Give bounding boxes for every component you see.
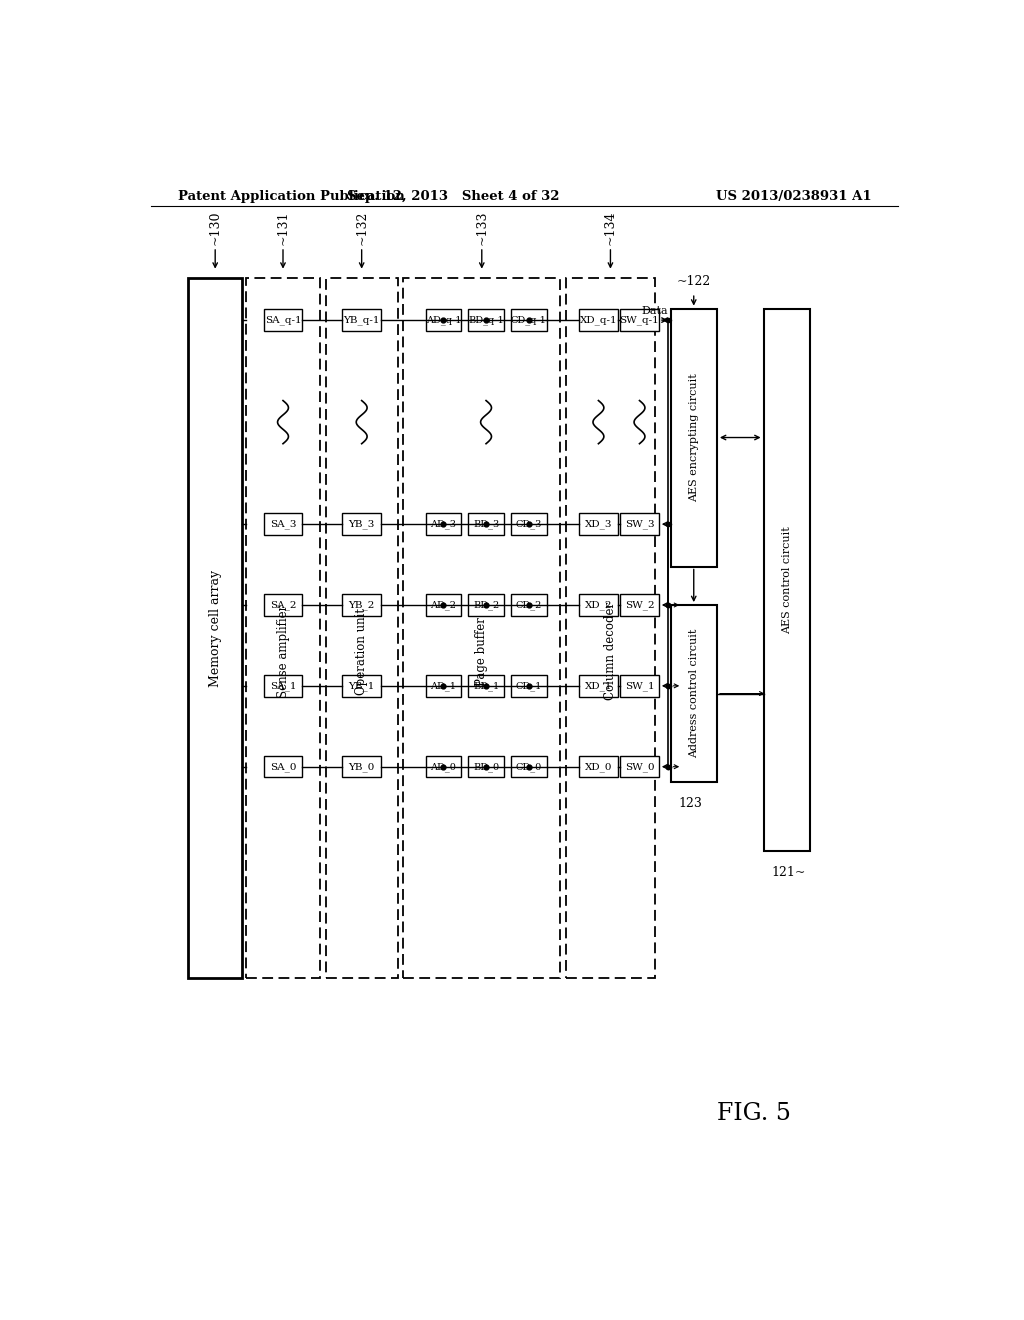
Bar [621, 309, 658, 331]
Text: AD_0: AD_0 [430, 762, 457, 772]
Text: ~133: ~133 [475, 210, 488, 244]
Bar [426, 594, 461, 615]
Text: Patent Application Publication: Patent Application Publication [178, 190, 406, 203]
Text: FIG. 5: FIG. 5 [717, 1102, 791, 1125]
Text: Data: Data [642, 306, 669, 315]
Text: YB_q-1: YB_q-1 [343, 315, 380, 325]
Text: BD_q-1: BD_q-1 [468, 315, 504, 325]
Text: YB_3: YB_3 [348, 519, 375, 529]
Text: ~132: ~132 [355, 210, 369, 244]
Bar [426, 756, 461, 777]
Text: BD_1: BD_1 [473, 681, 499, 690]
Text: SA_2: SA_2 [269, 601, 296, 610]
Text: CD_2: CD_2 [515, 601, 542, 610]
Text: SW_0: SW_0 [625, 762, 654, 772]
Bar [342, 675, 381, 697]
Text: Column decoder: Column decoder [604, 602, 616, 701]
Bar [621, 675, 658, 697]
Bar [511, 594, 547, 615]
Bar [263, 594, 302, 615]
Bar [621, 513, 658, 535]
Bar [671, 605, 717, 781]
Bar [263, 513, 302, 535]
Text: CD_1: CD_1 [515, 681, 542, 690]
Bar [511, 513, 547, 535]
Text: Memory cell array: Memory cell array [209, 569, 221, 686]
Text: XD_2: XD_2 [585, 601, 612, 610]
Text: BD_3: BD_3 [473, 519, 499, 529]
Text: SW_1: SW_1 [625, 681, 654, 690]
Bar [579, 594, 617, 615]
Text: AES control circuit: AES control circuit [781, 527, 792, 634]
Text: XD_0: XD_0 [585, 762, 612, 772]
Text: CD_0: CD_0 [515, 762, 542, 772]
Text: YB_1: YB_1 [348, 681, 375, 690]
Text: 123: 123 [678, 797, 701, 810]
Text: CD_q-1: CD_q-1 [511, 315, 547, 325]
Text: Sense amplifier: Sense amplifier [276, 605, 290, 698]
Bar [426, 513, 461, 535]
Bar [246, 277, 321, 978]
Bar [764, 309, 810, 851]
Text: AD_1: AD_1 [430, 681, 457, 690]
Text: YB_2: YB_2 [348, 601, 375, 610]
Text: ~131: ~131 [276, 210, 290, 244]
Text: AD_3: AD_3 [430, 519, 457, 529]
Text: YB_0: YB_0 [348, 762, 375, 772]
Bar [342, 309, 381, 331]
Bar [621, 594, 658, 615]
Text: AD_2: AD_2 [430, 601, 457, 610]
Text: ~130: ~130 [209, 210, 221, 244]
Text: SA_3: SA_3 [269, 519, 296, 529]
Text: SW_q-1: SW_q-1 [620, 315, 659, 325]
Text: XD_3: XD_3 [585, 519, 612, 529]
Bar [468, 513, 504, 535]
Bar [468, 756, 504, 777]
Bar [342, 594, 381, 615]
Text: AD_q-1: AD_q-1 [426, 315, 461, 325]
Text: XD_1: XD_1 [585, 681, 612, 690]
Bar [511, 756, 547, 777]
Text: Operation unit: Operation unit [355, 607, 369, 694]
Bar [263, 756, 302, 777]
Bar [566, 277, 655, 978]
Text: BD_2: BD_2 [473, 601, 499, 610]
Text: Address control circuit: Address control circuit [689, 628, 698, 758]
Bar [579, 309, 617, 331]
Bar [468, 594, 504, 615]
Text: ~122: ~122 [677, 275, 711, 288]
Bar [342, 756, 381, 777]
Text: SA_q-1: SA_q-1 [264, 315, 301, 325]
Bar [263, 675, 302, 697]
Text: Page buffer: Page buffer [475, 616, 488, 685]
Text: US 2013/0238931 A1: US 2013/0238931 A1 [717, 190, 872, 203]
Bar [342, 513, 381, 535]
Text: CD_3: CD_3 [515, 519, 542, 529]
Text: ~134: ~134 [604, 210, 616, 244]
Bar [621, 756, 658, 777]
Text: BD_0: BD_0 [473, 762, 499, 772]
Text: Sep. 12, 2013   Sheet 4 of 32: Sep. 12, 2013 Sheet 4 of 32 [347, 190, 560, 203]
Text: 121~: 121~ [771, 866, 806, 879]
Bar [671, 309, 717, 566]
Bar [511, 309, 547, 331]
Text: SA_1: SA_1 [269, 681, 296, 690]
Bar [579, 675, 617, 697]
Bar [579, 756, 617, 777]
Text: SW_2: SW_2 [625, 601, 654, 610]
Bar [426, 675, 461, 697]
Bar [263, 309, 302, 331]
Text: SA_0: SA_0 [269, 762, 296, 772]
Bar [468, 309, 504, 331]
Bar [468, 675, 504, 697]
Text: XD_q-1: XD_q-1 [580, 315, 617, 325]
Bar [579, 513, 617, 535]
Bar [326, 277, 397, 978]
Bar [403, 277, 560, 978]
Text: AES encrypting circuit: AES encrypting circuit [689, 374, 698, 502]
Bar [188, 277, 242, 978]
Bar [511, 675, 547, 697]
Text: SW_3: SW_3 [625, 519, 654, 529]
Bar [426, 309, 461, 331]
